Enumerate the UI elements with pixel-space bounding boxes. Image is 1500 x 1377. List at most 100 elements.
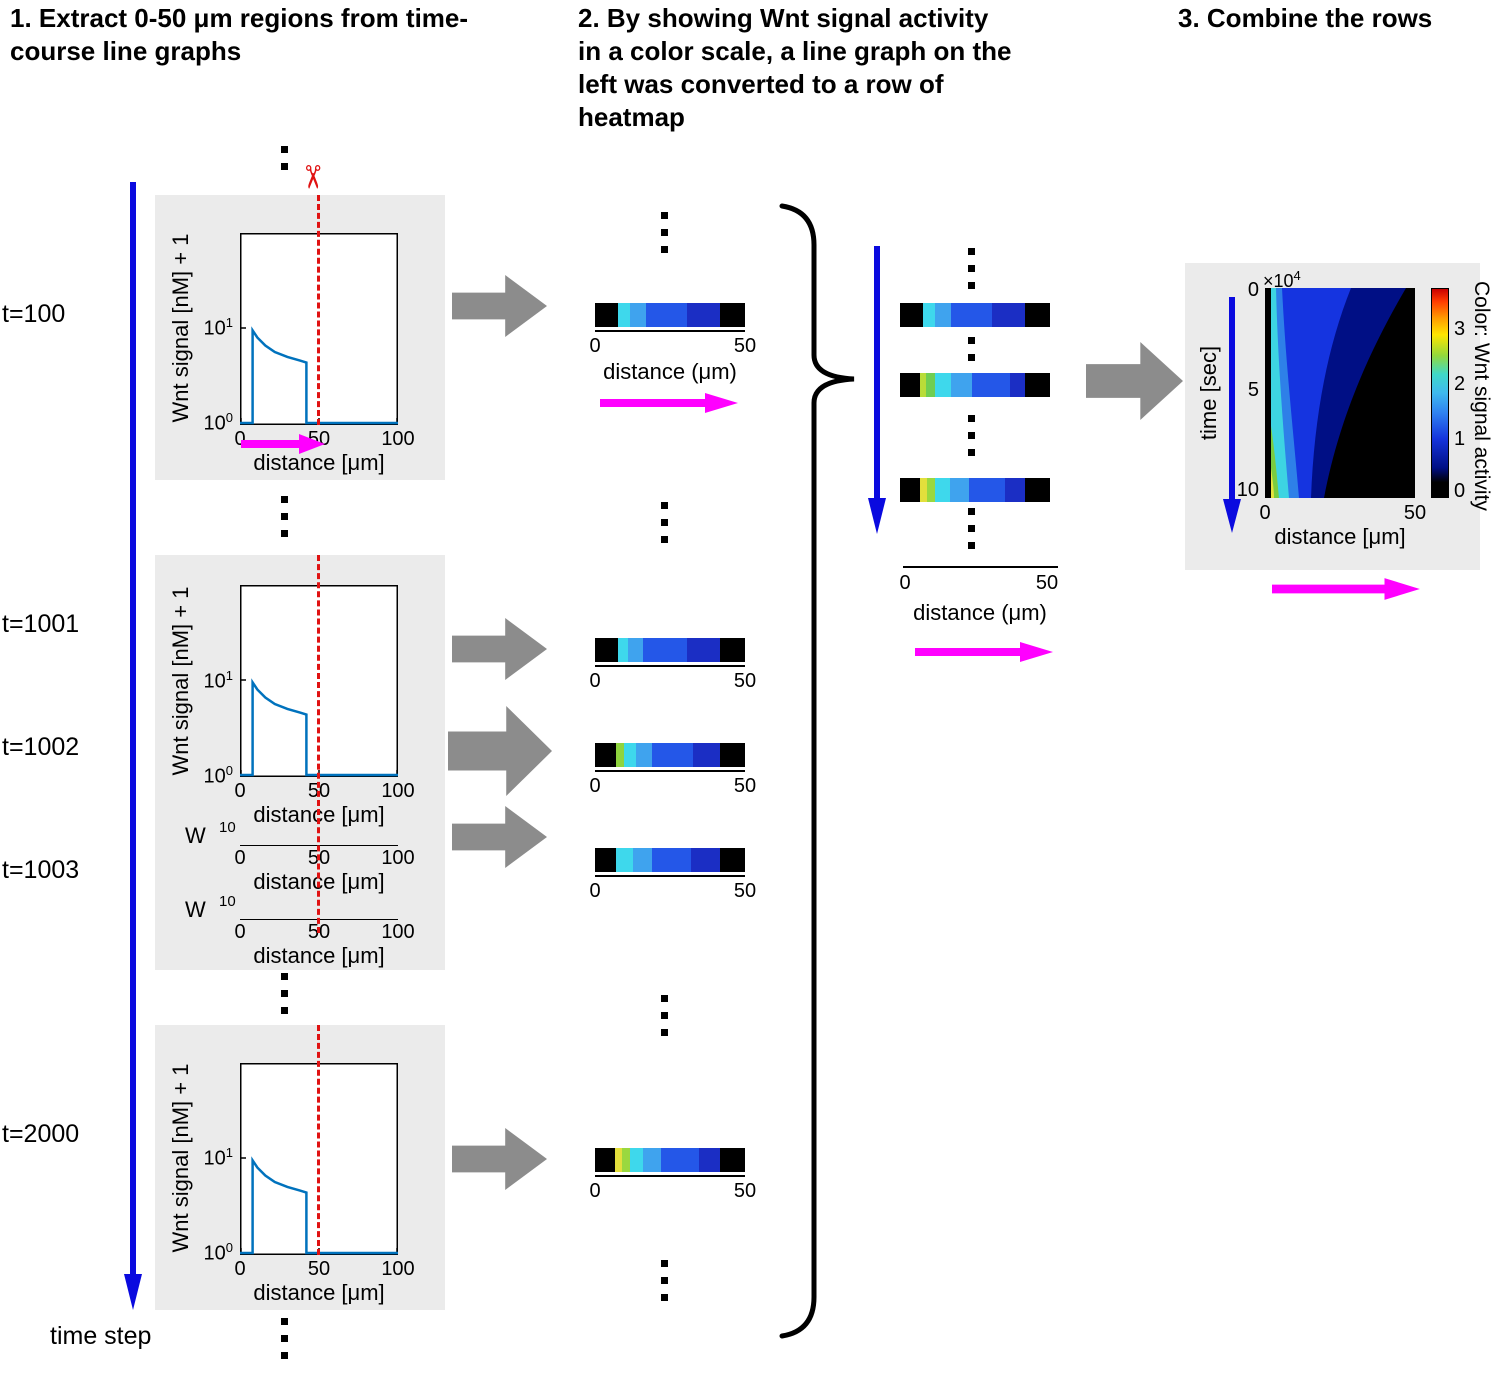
distance-direction-arrow-magenta — [241, 434, 325, 454]
heatmap-segment — [919, 373, 926, 397]
row-xtick-50: 50 — [1035, 572, 1059, 594]
row-xtick-50: 50 — [733, 880, 757, 902]
arrow-shape — [452, 275, 547, 337]
heatmap-segment — [629, 1148, 643, 1172]
row-xtick-0: 0 — [589, 880, 601, 902]
cut-line-50um — [317, 555, 320, 933]
heatmap-segment — [646, 303, 687, 327]
heatmap-band-cyan — [1271, 288, 1289, 498]
heatmap-ytick-10: 10 — [1236, 479, 1259, 501]
plot-xtick-100: 100 — [381, 780, 415, 802]
heatmap-segment — [969, 478, 1005, 502]
step2-heading: 2. By showing Wnt signal activity in a c… — [578, 3, 1012, 133]
heatmap-segment — [635, 743, 652, 767]
cut-line-50um — [317, 1025, 320, 1255]
row-axis-line — [595, 330, 745, 332]
colorbar-tick-0: 0 — [1454, 480, 1466, 502]
heatmap-segment — [951, 373, 972, 397]
heatmap-segment — [661, 1148, 699, 1172]
heatmap-ytick-0: 0 — [1247, 279, 1259, 301]
heatmap-segment — [719, 1148, 745, 1172]
plot-ytick-10-1: 101 — [203, 315, 233, 340]
plot-x-axis-label: distance [μm] — [253, 1280, 385, 1305]
time-label-t1001: t=1001 — [2, 610, 80, 638]
brace-path — [779, 203, 855, 1339]
colorbar-tick-1: 1 — [1454, 428, 1466, 450]
arrow-head — [1223, 499, 1241, 533]
heatmap-segment — [629, 303, 646, 327]
heatmap-segment — [719, 638, 745, 662]
arrow-shape — [452, 1128, 547, 1190]
time-direction-arrow-blue — [868, 246, 886, 534]
ellipsis-dots — [661, 502, 668, 553]
plot-xtick-0: 0 — [234, 1258, 246, 1280]
heatmap-row-bar — [595, 743, 745, 767]
ellipsis-dots — [968, 248, 975, 299]
convert-arrow-grey — [452, 806, 547, 868]
row-xtick-50: 50 — [733, 670, 757, 692]
heatmap-segment — [972, 373, 1010, 397]
wnt-curve — [240, 678, 398, 777]
distance-direction-arrow-magenta — [1272, 578, 1420, 600]
time-label-t2000: t=2000 — [2, 1120, 80, 1148]
row-xtick-0: 0 — [589, 1180, 601, 1202]
ellipsis-dots — [281, 496, 288, 547]
arrow-head — [299, 434, 325, 454]
ellipsis-dots — [281, 1318, 288, 1369]
arrow-head — [705, 393, 738, 413]
convert-arrow-grey — [448, 706, 552, 796]
heatmap-segment — [719, 743, 745, 767]
heatmap-xtick-0: 0 — [1259, 502, 1271, 524]
plot-ytick-10-0: 100 — [203, 763, 233, 788]
combined-heatmap-panel: ×104 0 5 10 time [sec] 0 50 distance [μm… — [1185, 263, 1493, 570]
heatmap-segment — [934, 303, 951, 327]
heatmap-segment — [691, 848, 720, 872]
arrow-shape — [448, 706, 552, 796]
time-step-axis-label: time step — [50, 1322, 152, 1350]
convert-arrow-grey — [452, 618, 547, 680]
heatmap-segment — [719, 303, 745, 327]
row-axis-line — [595, 1175, 745, 1177]
heatmap-segment — [934, 478, 950, 502]
heatmap-segment — [617, 638, 628, 662]
heatmap-segment — [643, 1148, 661, 1172]
plot-ytick-10-0: 100 — [203, 1240, 233, 1265]
plot-xtick-100: 100 — [381, 921, 415, 943]
heatmap-row-bar — [595, 1148, 745, 1172]
plot-ytick-10-0: 100 — [203, 410, 233, 435]
time-direction-arrow-blue — [1223, 297, 1241, 533]
arrow-head — [868, 498, 886, 534]
ellipsis-dots — [968, 415, 975, 466]
heatmap-segment — [900, 303, 923, 327]
plot-xtick-100: 100 — [381, 428, 415, 450]
heatmap-segment — [698, 1148, 720, 1172]
heatmap-segment — [1024, 478, 1050, 502]
line-graph-panel-t100: Wnt signal [nM] + 1 101 100 0 50 100 dis… — [155, 195, 445, 480]
colorbar-tick-2: 2 — [1454, 373, 1466, 395]
colorbar — [1431, 288, 1449, 498]
stacked-row-1 — [900, 303, 1050, 327]
time-label-t1003: t=1003 — [2, 856, 80, 884]
heatmap-segment — [949, 478, 969, 502]
scissors-icon: ✂ — [294, 163, 331, 191]
combine-brace — [779, 203, 855, 1339]
step3-heading: 3. Combine the rows — [1178, 3, 1433, 33]
colorbar-label: Color: Wnt signal activity — [1470, 281, 1493, 511]
cropped-ytick-fragment: 10 — [219, 893, 236, 910]
heatmap-segment — [900, 373, 920, 397]
heatmap-segment — [692, 743, 720, 767]
ellipsis-dots — [281, 973, 288, 1024]
heatmap-band-green — [1271, 426, 1279, 498]
heatmap-segment — [628, 638, 643, 662]
plot-ytick-10-1: 101 — [203, 668, 233, 693]
row-xtick-0: 0 — [899, 572, 911, 594]
row-xtick-0: 0 — [589, 775, 601, 797]
heatmap-segment — [622, 1148, 630, 1172]
ellipsis-dots — [661, 212, 668, 263]
time-axis-label: time [sec] — [1196, 345, 1221, 441]
combined-heatmap-canvas — [1265, 288, 1415, 498]
heatmap-band-yellow — [1271, 468, 1274, 498]
heatmap-segment — [1005, 478, 1025, 502]
heatmap-segment — [652, 743, 693, 767]
wnt-curve — [240, 1156, 398, 1255]
